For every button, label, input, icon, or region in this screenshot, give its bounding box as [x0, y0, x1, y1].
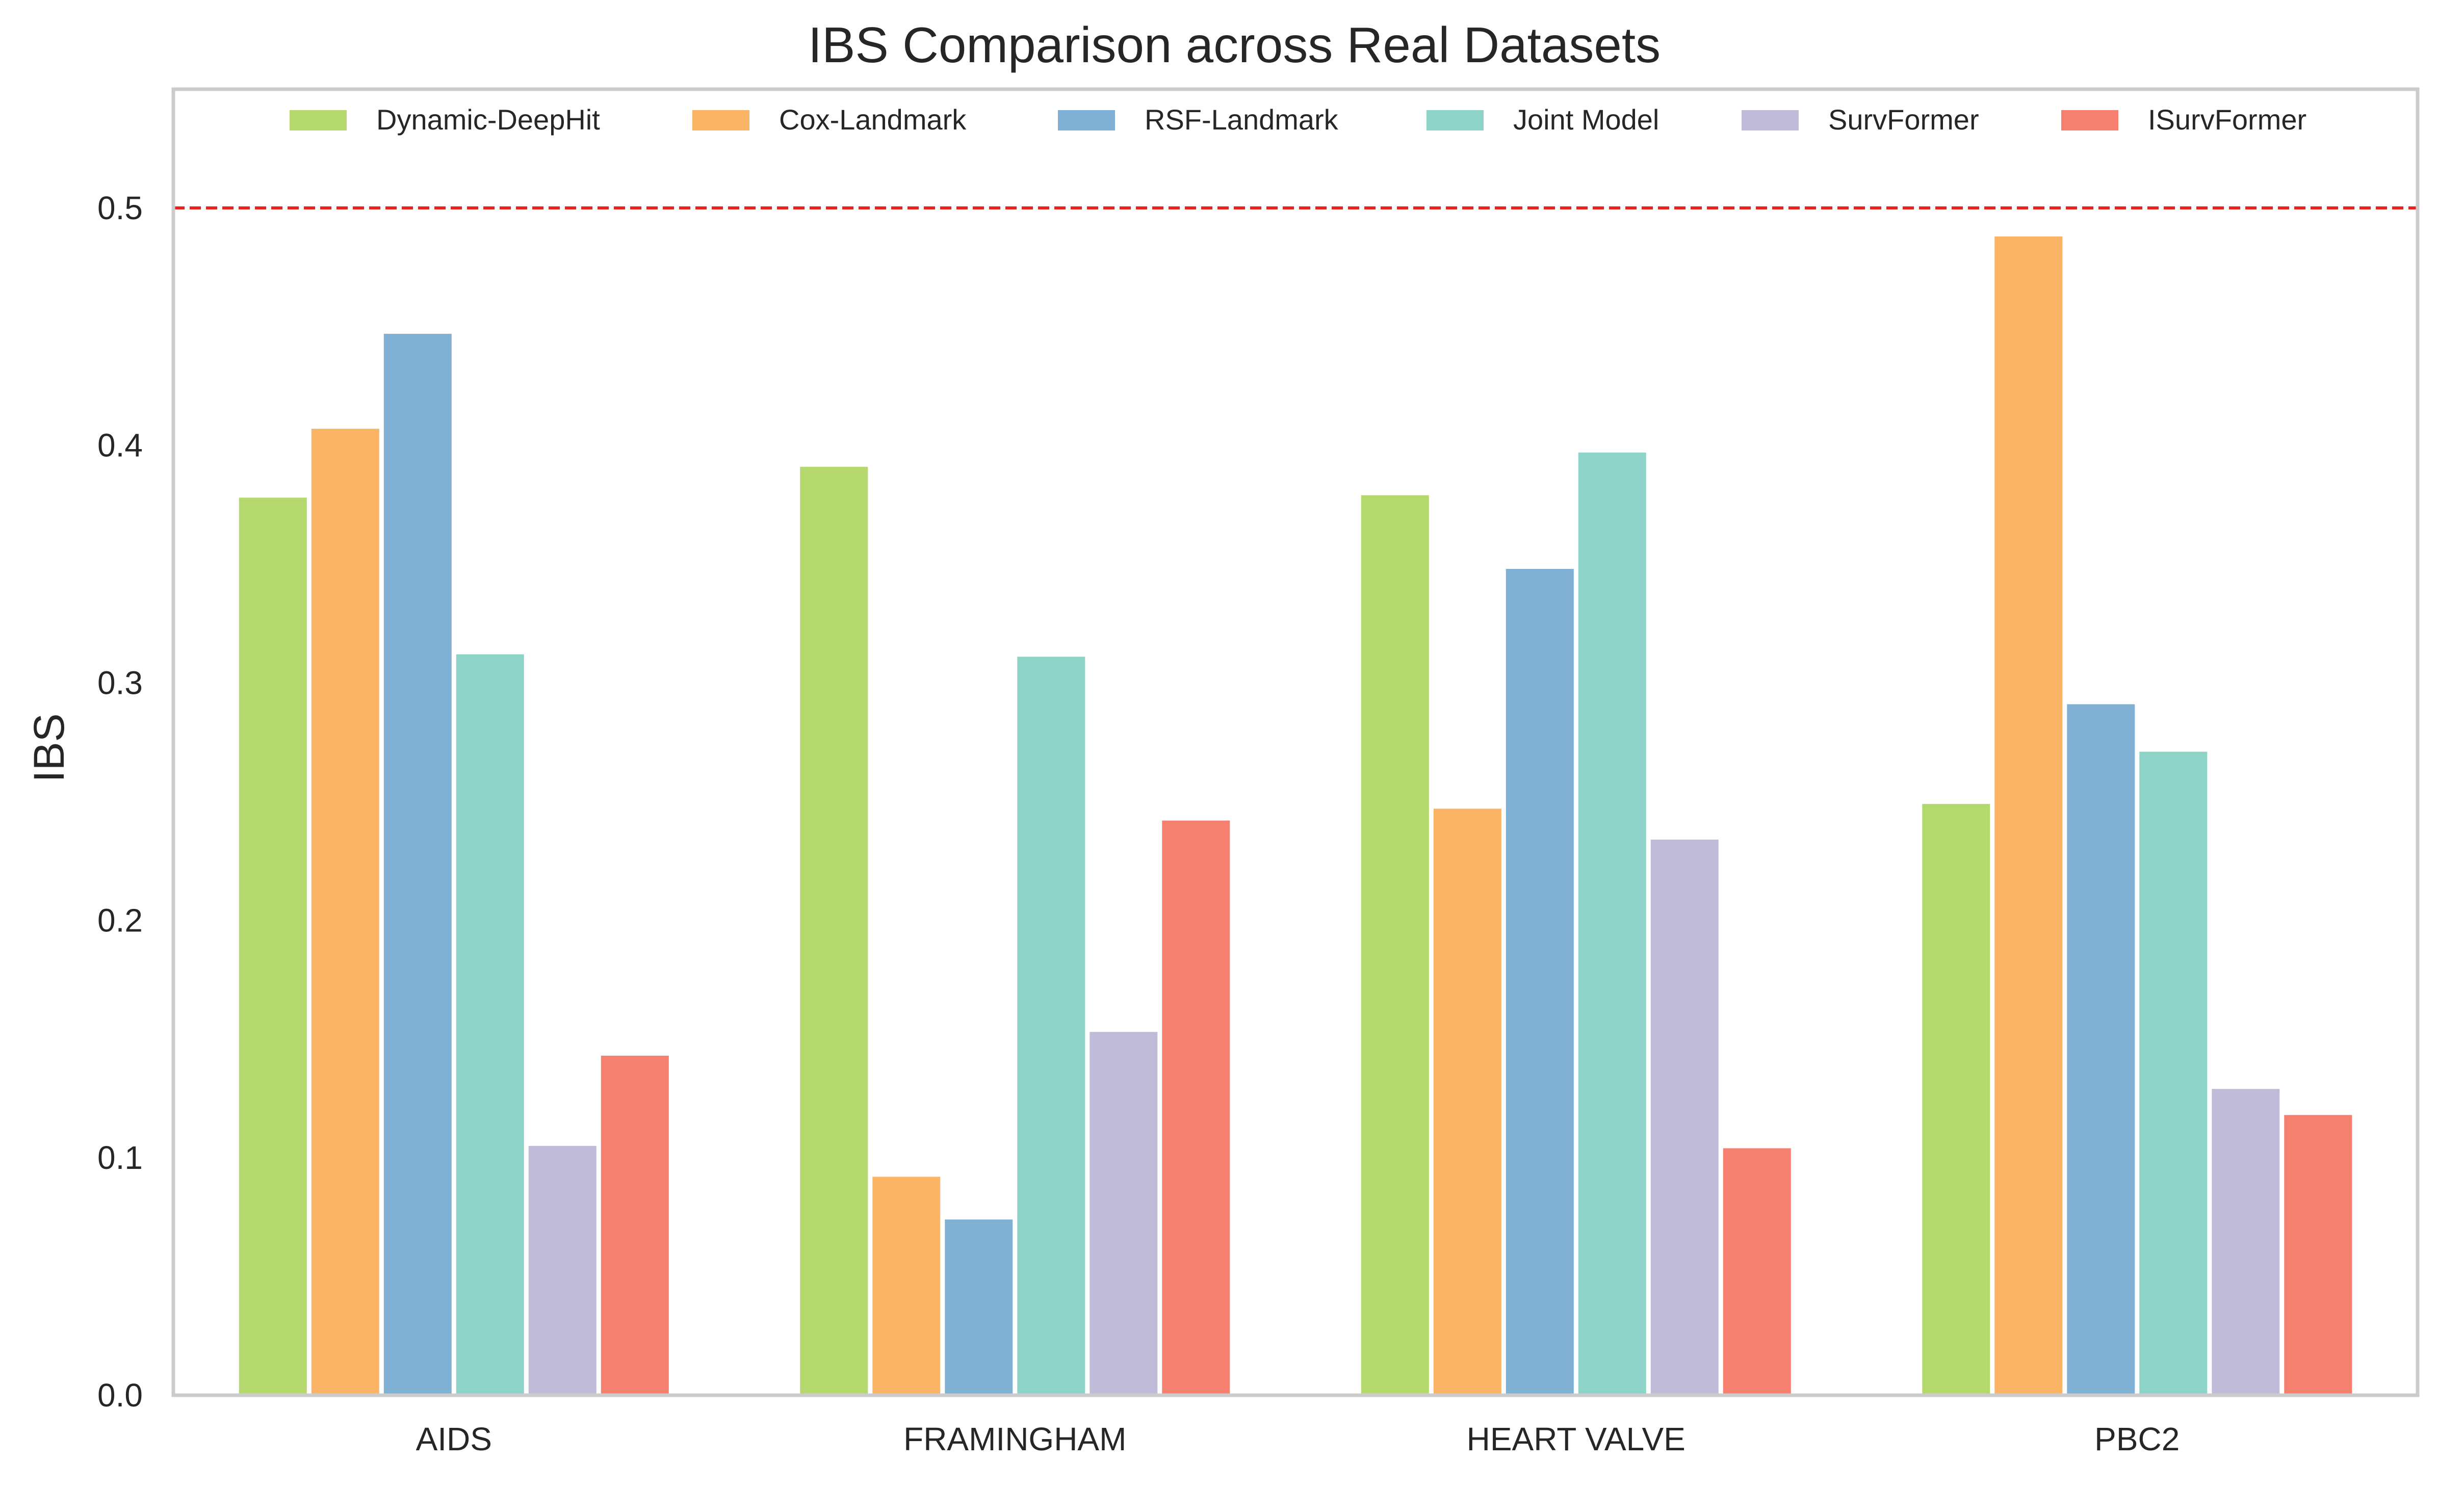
bar — [2067, 704, 2135, 1395]
x-tick-label: HEART VALVE — [1467, 1421, 1685, 1457]
bar — [1922, 804, 1990, 1395]
legend-label: Joint Model — [1513, 103, 1659, 136]
bar — [383, 333, 452, 1395]
bar — [1723, 1148, 1791, 1395]
bars-layer — [239, 236, 2352, 1396]
x-tick-label: FRAMINGHAM — [903, 1421, 1126, 1457]
bar — [1650, 840, 1719, 1395]
y-tick-label: 0.3 — [97, 665, 143, 701]
bar — [1578, 452, 1646, 1396]
bar — [2212, 1089, 2280, 1395]
bar — [239, 498, 307, 1396]
legend-swatch — [692, 110, 749, 130]
chart-title: IBS Comparison across Real Datasets — [808, 17, 1661, 73]
bar — [872, 1177, 941, 1395]
legend-swatch — [1426, 110, 1484, 130]
y-tick-label: 0.1 — [97, 1139, 143, 1176]
y-tick-label: 0.2 — [97, 902, 143, 938]
legend-label: Dynamic-DeepHit — [376, 103, 600, 136]
bar — [1433, 808, 1501, 1395]
bar — [1506, 569, 1574, 1395]
legend-swatch — [1058, 110, 1115, 130]
y-axis-label: IBS — [25, 713, 73, 782]
bar — [1994, 236, 2063, 1395]
bar — [800, 466, 868, 1396]
legend: Dynamic-DeepHit Cox-Landmark RSF-Landmark J… — [290, 103, 2306, 136]
legend-swatch — [290, 110, 347, 130]
y-tick-label: 0.0 — [97, 1377, 143, 1414]
bar — [945, 1219, 1013, 1395]
legend-label: Cox-Landmark — [779, 103, 967, 136]
y-tick-label: 0.5 — [97, 190, 143, 226]
bar — [1090, 1032, 1158, 1395]
y-axis-ticks: 0.0 0.1 0.2 0.3 0.4 0.5 — [97, 190, 143, 1414]
bar — [1162, 820, 1230, 1395]
legend-label: ISurvFormer — [2148, 103, 2306, 136]
bar — [311, 429, 379, 1395]
legend-label: SurvFormer — [1828, 103, 1979, 136]
x-tick-label: PBC2 — [2094, 1421, 2180, 1457]
bar — [601, 1055, 669, 1395]
bar — [456, 654, 524, 1395]
legend-swatch — [2061, 110, 2118, 130]
bar — [2284, 1115, 2352, 1395]
bar — [2139, 751, 2208, 1395]
bar — [1361, 495, 1429, 1395]
y-tick-label: 0.4 — [97, 427, 143, 464]
legend-label: RSF-Landmark — [1145, 103, 1339, 136]
x-axis-ticks: AIDS FRAMINGHAM HEART VALVE PBC2 — [416, 1421, 2180, 1457]
plot-frame — [171, 87, 2420, 1397]
bar — [1017, 657, 1085, 1395]
legend-swatch — [1742, 110, 1799, 130]
bar — [528, 1145, 596, 1395]
x-tick-label: AIDS — [416, 1421, 492, 1457]
